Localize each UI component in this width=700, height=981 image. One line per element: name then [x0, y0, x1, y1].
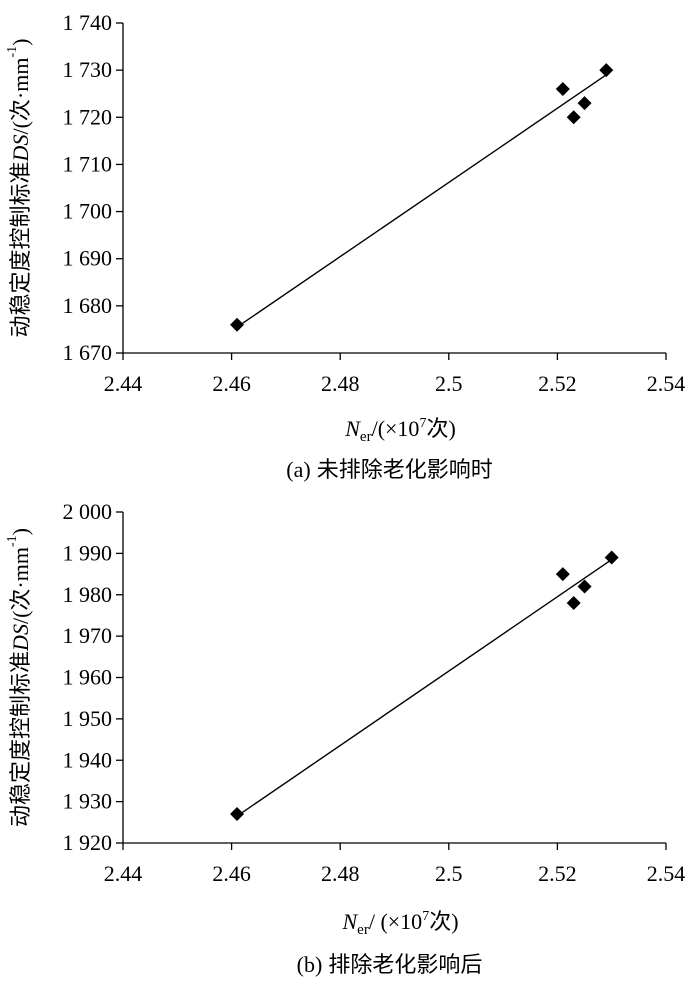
trend-line [236, 74, 607, 328]
x-tick-label: 2.5 [435, 371, 463, 396]
y-axis-title-text: 动稳定度控制标准 [8, 161, 33, 337]
data-point-2 [555, 82, 570, 96]
x-axis-title-sup: 7 [422, 909, 429, 924]
y-tick-label: 1 730 [63, 57, 113, 82]
x-tick-label: 2.5 [435, 861, 463, 886]
y-tick-label: 1 960 [63, 665, 113, 690]
data-point-4 [577, 579, 592, 594]
x-axis-title-sub: er [357, 922, 369, 938]
trend-line [236, 559, 613, 817]
y-axis-title-close: ) [8, 528, 33, 535]
y-tick-label: 1 670 [63, 340, 113, 365]
y-axis-title: 动稳定度控制标准DS/(次·mm-1) [5, 39, 33, 338]
x-axis-title: Ner/(×107次) [344, 416, 456, 445]
x-tick-label: 2.48 [321, 861, 360, 886]
y-tick-label: 2 000 [63, 499, 113, 524]
data-point-4 [577, 96, 592, 111]
panel-caption: (a) 未排除老化影响时 [286, 457, 492, 482]
x-axis-title: Ner/ (×107次) [341, 909, 458, 938]
x-tick-label: 2.46 [212, 371, 251, 396]
panel-caption-text: 排除老化影响后 [328, 952, 482, 977]
chart-panel-a: 1 670 1 680 1 690 1 700 1 710 1 720 1 730 1 740… [5, 10, 686, 482]
y-tick-label: 1 940 [63, 747, 113, 772]
x-axis-title-var: N [344, 416, 361, 441]
y-axis-title-close: ) [8, 39, 33, 46]
x-tick-label: 2.44 [104, 861, 143, 886]
data-point-1 [230, 807, 245, 822]
x-axis-title-unit: / (×10 [369, 909, 422, 934]
y-tick-label: 1 990 [63, 540, 113, 565]
panel-caption: (b) 排除老化影响后 [297, 952, 483, 977]
panel-label: (a) [286, 457, 310, 482]
y-tick-label: 1 920 [63, 830, 113, 855]
data-point-5 [604, 550, 619, 565]
y-tick-label: 1 690 [63, 246, 113, 271]
data-point-5 [599, 63, 614, 78]
y-axis-title: 动稳定度控制标准DS/(次·mm-1) [5, 528, 33, 827]
x-tick-label: 2.46 [212, 861, 251, 886]
data-point-2 [555, 567, 570, 582]
x-tick-label: 2.44 [104, 371, 143, 396]
x-axis-title-var: N [341, 909, 358, 934]
y-axis-title-var: DS [8, 624, 33, 652]
panel-caption-text: 未排除老化影响时 [317, 457, 493, 482]
y-tick-label: 1 720 [63, 104, 113, 129]
y-tick-label: 1 980 [63, 582, 113, 607]
y-tick-label: 1 740 [63, 10, 113, 35]
x-tick-label: 2.54 [647, 371, 686, 396]
y-axis-title-text: 动稳定度控制标准 [8, 651, 33, 827]
y-axis-title-unit: /(次·mm [8, 547, 33, 624]
y-axis-title-var: DS [8, 135, 33, 163]
x-axis-title-sub: er [360, 429, 372, 445]
x-axis-title-sup: 7 [419, 416, 426, 431]
y-tick-label: 1 680 [63, 293, 113, 318]
y-tick-label: 1 950 [63, 706, 113, 731]
y-tick-label: 1 710 [63, 151, 113, 176]
x-tick-label: 2.52 [538, 371, 577, 396]
y-axis-title-sup: -1 [5, 46, 20, 58]
data-point-3 [566, 596, 581, 611]
x-tick-label: 2.52 [538, 861, 577, 886]
panel-label: (b) [297, 952, 323, 977]
x-axis-title-end: 次) [426, 416, 455, 441]
y-axis-title-unit: /(次·mm [8, 58, 33, 135]
y-tick-label: 1 700 [63, 199, 113, 224]
chart-panel-b: 1 920 1 930 1 940 1 950 1 960 1 970 1 980 1 990… [5, 499, 686, 977]
data-point-3 [566, 110, 581, 125]
data-point-1 [230, 317, 245, 332]
y-axis-title-sup: -1 [5, 535, 20, 547]
x-axis-title-unit: /(×10 [372, 416, 420, 441]
y-tick-label: 1 930 [63, 789, 113, 814]
x-tick-label: 2.54 [647, 861, 686, 886]
x-axis-title-end: 次) [429, 909, 458, 934]
y-tick-label: 1 970 [63, 623, 113, 648]
x-tick-label: 2.48 [321, 371, 360, 396]
